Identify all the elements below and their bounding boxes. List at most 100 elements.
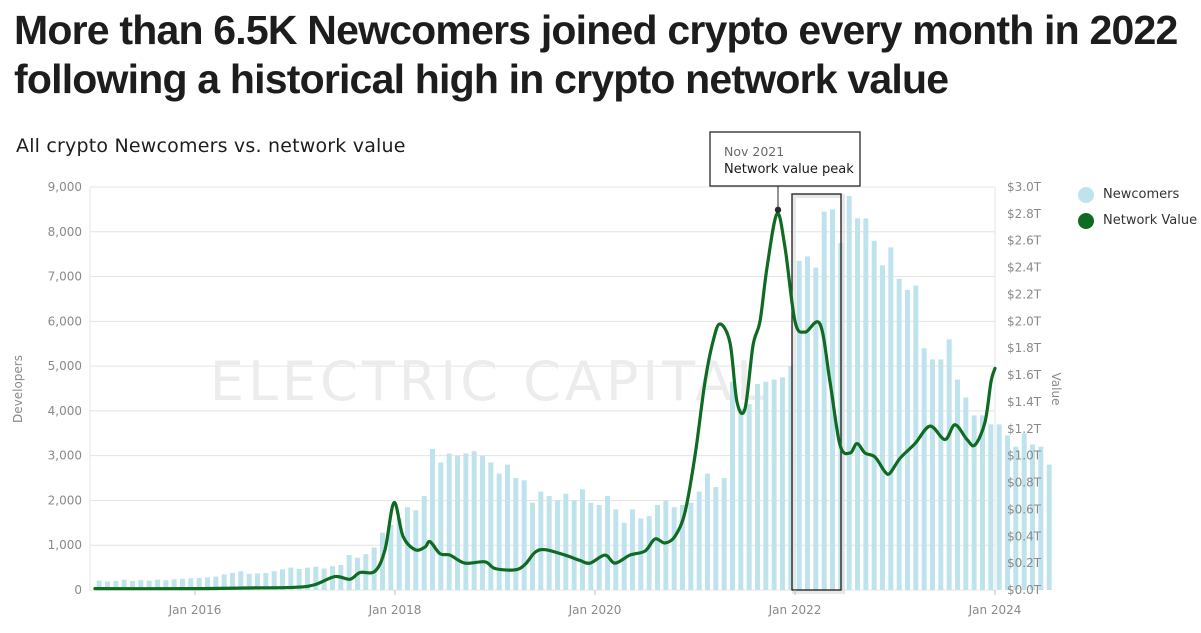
- newcomers-bar: [988, 424, 994, 590]
- x-tick-label: Jan 2022: [768, 603, 822, 617]
- newcomers-bar: [580, 489, 585, 590]
- newcomers-bar: [1038, 446, 1044, 590]
- newcomers-bar: [130, 581, 135, 590]
- x-tick-label: Jan 2024: [968, 603, 1022, 617]
- newcomers-bar: [763, 381, 769, 590]
- newcomers-bar: [880, 265, 885, 590]
- y2-tick-label: $1.8T: [1007, 341, 1042, 355]
- newcomers-bar: [596, 504, 602, 590]
- newcomers-bar: [446, 453, 452, 590]
- newcomers-bar: [955, 379, 960, 590]
- y-tick-label: 5,000: [48, 359, 82, 373]
- y2-tick-label: $3.0T: [1007, 180, 1042, 194]
- newcomers-bar: [671, 507, 677, 590]
- newcomers-bar: [688, 502, 694, 590]
- newcomers-bar: [721, 478, 727, 590]
- legend-swatch-network-value: [1078, 212, 1094, 229]
- newcomers-bar: [996, 424, 1002, 590]
- y2-tick-label: $0.2T: [1007, 556, 1042, 570]
- newcomers-bar: [1030, 444, 1035, 590]
- newcomers-bar: [913, 285, 919, 590]
- chart-title: More than 6.5K Newcomers joined crypto e…: [14, 7, 1178, 102]
- newcomers-bar: [563, 493, 569, 590]
- newcomers-bar: [230, 572, 235, 590]
- newcomers-bar: [96, 580, 102, 590]
- y2-axis-title: Value: [1049, 373, 1063, 406]
- newcomers-bar: [180, 578, 185, 590]
- y-tick-label: 1,000: [48, 538, 82, 552]
- newcomers-bar: [546, 495, 552, 590]
- newcomers-bar: [105, 581, 110, 590]
- newcomers-bar: [888, 247, 894, 590]
- newcomers-bar: [930, 359, 935, 590]
- newcomers-bar: [746, 404, 752, 590]
- newcomers-bar: [430, 448, 435, 590]
- newcomers-bar: [980, 415, 985, 590]
- newcomers-bar: [1021, 433, 1027, 590]
- y-tick-label: 2,000: [48, 493, 82, 507]
- newcomers-bar: [796, 260, 802, 590]
- legend-item-network-value[interactable]: Network Value: [1078, 210, 1197, 231]
- y2-tick-label: $1.0T: [1007, 449, 1042, 463]
- newcomers-bar: [571, 500, 577, 590]
- newcomers-bar: [296, 568, 302, 590]
- newcomers-bar: [221, 574, 227, 590]
- legend-label-network-value: Network Value: [1103, 213, 1198, 228]
- y2-tick-label: $1.6T: [1007, 368, 1042, 382]
- newcomers-bar: [138, 580, 144, 590]
- x-tick-label: Jan 2016: [168, 603, 222, 617]
- y-tick-label: 4,000: [48, 404, 82, 418]
- newcomers-bar: [205, 577, 210, 590]
- highlight-box-frame: [791, 193, 842, 591]
- newcomers-bar: [613, 509, 619, 590]
- newcomers-bar: [713, 487, 719, 590]
- newcomers-bar: [946, 339, 952, 590]
- newcomers-bar: [246, 573, 252, 590]
- legend-item-newcomers[interactable]: Newcomers: [1078, 184, 1197, 205]
- newcomers-bar: [921, 348, 927, 590]
- newcomers-bar: [846, 195, 852, 590]
- newcomers-bar: [705, 473, 710, 590]
- watermark: ELECTRIC CAPITAL: [210, 350, 766, 413]
- y2-tick-label: $1.4T: [1007, 395, 1042, 409]
- legend: Newcomers Network Value: [1078, 184, 1197, 236]
- y-tick-label: 0: [74, 583, 82, 597]
- newcomers-bar: [971, 415, 977, 590]
- y2-tick-label: $1.2T: [1007, 422, 1042, 436]
- axes: 0 1,000 2,000 3,000 4,000 5,000 6,000 7,000 8,00…: [11, 180, 1063, 617]
- x-tick-label: Jan 2018: [368, 603, 422, 617]
- newcomers-bar: [521, 480, 527, 590]
- newcomers-bar: [630, 509, 635, 590]
- y-tick-label: 9,000: [48, 180, 82, 194]
- y2-tick-label: $0.0T: [1007, 583, 1042, 597]
- newcomers-bar: [905, 289, 910, 590]
- legend-swatch-newcomers: [1078, 186, 1094, 203]
- y2-tick-label: $0.8T: [1007, 476, 1042, 490]
- newcomers-bar: [1005, 435, 1010, 590]
- newcomers-bar: [346, 555, 352, 590]
- newcomers-bar: [963, 397, 969, 590]
- newcomers-bar: [280, 569, 285, 590]
- newcomers-bar: [588, 502, 594, 590]
- y-tick-label: 6,000: [48, 314, 82, 328]
- newcomers-bar: [863, 218, 869, 590]
- newcomers-bar: [488, 462, 494, 590]
- newcomers-bar: [313, 566, 319, 590]
- newcomers-bar: [305, 567, 310, 590]
- newcomers-bar: [646, 516, 652, 590]
- newcomers-bar: [496, 473, 502, 590]
- newcomers-bar: [621, 522, 627, 590]
- newcomers-bar: [530, 502, 535, 590]
- newcomers-bar: [896, 278, 902, 590]
- newcomers-bar: [238, 571, 244, 590]
- network-value-path: [93, 212, 997, 591]
- newcomers-bar: [738, 408, 744, 590]
- chart-subtitle: All crypto Newcomers vs. network value: [16, 135, 406, 157]
- newcomers-bar: [505, 464, 510, 590]
- newcomers-bar: [146, 580, 152, 590]
- y-tick-label: 8,000: [48, 225, 82, 239]
- y-tick-label: 3,000: [48, 449, 82, 463]
- newcomers-bar: [655, 504, 660, 590]
- newcomers-bar: [1046, 464, 1052, 590]
- newcomers-bar: [155, 579, 160, 590]
